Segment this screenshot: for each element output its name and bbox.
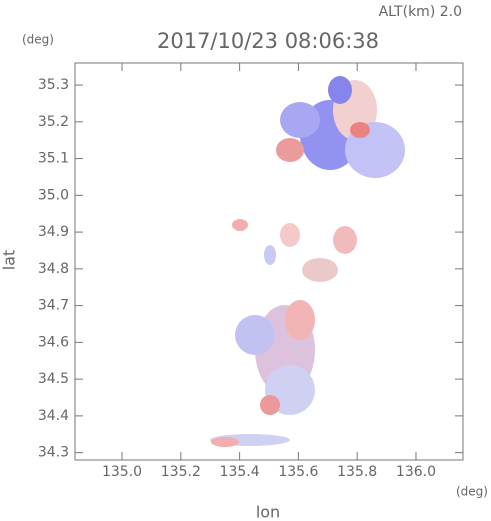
y-tick-label: 34.6 [38,334,69,350]
plot-frame [74,62,464,461]
x-tick-label: 135.0 [102,464,142,480]
x-tick-label: 135.4 [220,464,260,480]
y-tick-label: 34.9 [38,224,69,240]
x-tick-label: 135.2 [161,464,201,480]
x-tick-label: 135.8 [337,464,377,480]
y-tick-label: 34.8 [38,261,69,277]
x-tick-label: 136.0 [396,464,436,480]
y-tick-label: 34.5 [38,371,69,387]
y-axis-label: lat [0,250,19,271]
x-unit: (deg) [456,485,488,499]
y-tick-label: 34.7 [38,298,69,314]
y-unit: (deg) [22,33,54,47]
y-tick-label: 35.2 [38,114,69,130]
y-tick-label: 35.3 [38,77,69,93]
chart-subtitle: ALT(km) 2.0 [379,4,462,20]
x-tick-label: 135.6 [278,464,318,480]
y-tick-label: 35.0 [38,187,69,203]
x-axis-label: lon [256,503,280,521]
chart-title: 2017/10/23 08:06:38 [157,29,379,53]
y-tick-label: 35.1 [38,151,69,167]
y-tick-label: 34.3 [38,445,69,461]
radar-echoes [210,76,405,447]
y-tick-label: 34.4 [38,408,69,424]
